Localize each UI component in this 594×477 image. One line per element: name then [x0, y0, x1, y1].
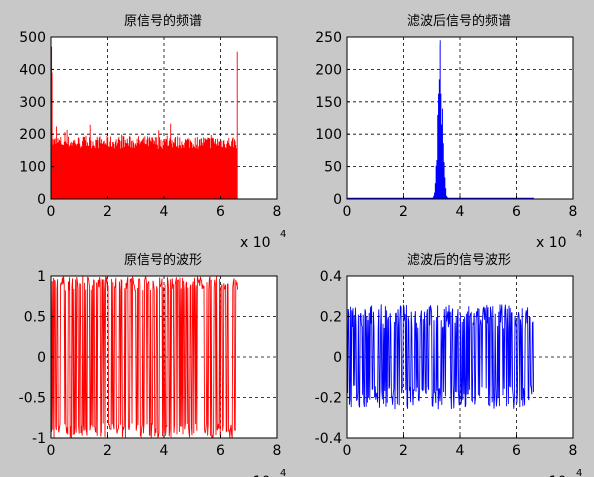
x-tick-label: 0: [343, 443, 352, 459]
y-tick-label: 1: [37, 269, 46, 285]
y-tick-label: 0.4: [320, 269, 342, 285]
y-tick-label: -0.4: [315, 431, 342, 447]
chart-title: 滤波后的信号波形: [407, 252, 511, 268]
x-exponent-label: x 10: [536, 235, 567, 251]
x-exponent-label: x 10: [240, 474, 271, 477]
y-tick-label: 200: [315, 62, 342, 78]
y-tick-label: 200: [19, 127, 46, 143]
y-tick-label: 0: [37, 192, 46, 208]
x-tick-label: 6: [216, 204, 225, 220]
y-tick-label: -0.2: [315, 391, 342, 407]
x-tick-label: 2: [103, 204, 112, 220]
subplot-filtered-waveform: 滤波后的信号波形 0 2 4 6 8 -0.4 -0.2 0 0.2 0.4 x 10 4: [315, 252, 583, 477]
x-tick-label: 6: [512, 443, 521, 459]
y-tick-label: 0: [333, 192, 342, 208]
y-tick-label: 100: [315, 127, 342, 143]
x-tick-label: 6: [512, 204, 521, 220]
x-tick-label: 8: [273, 204, 282, 220]
x-tick-label: 4: [160, 443, 169, 459]
subplot-original-spectrum: 原信号的频谱 0 2 4 6 8 0 100 200 300 400 500 x 10 4: [19, 13, 286, 251]
x-tick-label: 4: [456, 443, 465, 459]
x-exponent-power: 4: [576, 468, 582, 477]
x-tick-label: 4: [160, 204, 169, 220]
x-tick-label: 6: [216, 443, 225, 459]
chart-title: 原信号的波形: [124, 252, 202, 268]
x-exponent-label: x 10: [240, 235, 271, 251]
y-tick-label: 0.5: [24, 310, 46, 326]
x-exponent-label: x 10: [536, 474, 567, 477]
x-exponent-power: 4: [280, 229, 286, 240]
x-tick-label: 0: [343, 204, 352, 220]
y-tick-label: 300: [19, 95, 46, 111]
x-tick-label: 2: [103, 443, 112, 459]
y-tick-label: 0.2: [320, 310, 342, 326]
x-tick-label: 2: [399, 204, 408, 220]
x-tick-label: 8: [569, 443, 578, 459]
x-tick-label: 8: [569, 204, 578, 220]
data-series: [50, 275, 239, 439]
x-tick-label: 0: [47, 443, 56, 459]
y-tick-label: 500: [19, 30, 46, 46]
subplot-filtered-spectrum: 滤波后信号的频谱 0 2 4 6 8 0 50 100 150 200 250 x 10 4: [315, 13, 582, 251]
x-exponent-power: 4: [576, 229, 582, 240]
x-tick-label: 0: [47, 204, 56, 220]
subplot-original-waveform: 原信号的波形 0 2 4 6 8 -1 -0.5 0 0.5 1 x 10 4: [19, 252, 287, 477]
chart-title: 原信号的频谱: [124, 13, 202, 29]
y-tick-label: 400: [19, 62, 46, 78]
y-tick-label: 150: [315, 95, 342, 111]
y-tick-label: 0: [333, 350, 342, 366]
x-tick-label: 4: [456, 204, 465, 220]
y-tick-label: 250: [315, 30, 342, 46]
y-tick-label: -0.5: [19, 391, 46, 407]
y-tick-label: 50: [324, 160, 342, 176]
chart-title: 滤波后信号的频谱: [407, 13, 511, 29]
x-exponent-power: 4: [280, 468, 286, 477]
y-tick-label: 0: [37, 350, 46, 366]
data-series: [346, 304, 535, 410]
y-tick-label: 100: [19, 160, 46, 176]
y-tick-label: -1: [32, 431, 46, 447]
x-tick-label: 8: [273, 443, 282, 459]
x-tick-label: 2: [399, 443, 408, 459]
